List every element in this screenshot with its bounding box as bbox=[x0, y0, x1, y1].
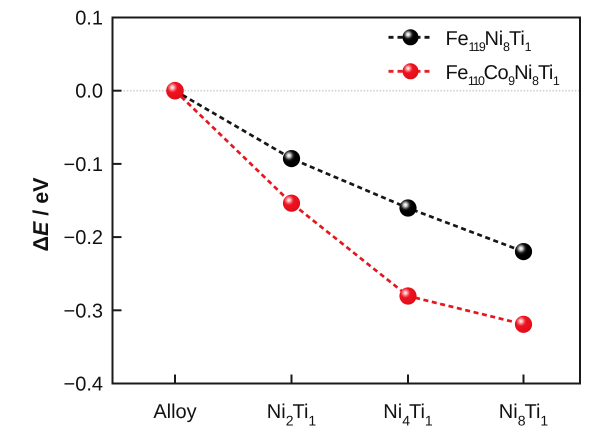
svg-text:0.1: 0.1 bbox=[75, 8, 103, 30]
svg-text:−0.1: −0.1 bbox=[64, 154, 103, 176]
svg-text:ΔE / eV: ΔE / eV bbox=[29, 177, 53, 252]
svg-text:−0.4: −0.4 bbox=[64, 374, 103, 396]
svg-text:Fe119Ni8Ti1: Fe119Ni8Ti1 bbox=[446, 28, 532, 54]
svg-text:0.0: 0.0 bbox=[75, 81, 103, 103]
svg-text:Ni4Ti1: Ni4Ti1 bbox=[383, 401, 433, 429]
svg-text:Alloy: Alloy bbox=[153, 401, 196, 423]
svg-text:Fe110Co9Ni8Ti1: Fe110Co9Ni8Ti1 bbox=[446, 62, 560, 88]
svg-text:−0.2: −0.2 bbox=[64, 227, 103, 249]
svg-text:Ni2Ti1: Ni2Ti1 bbox=[267, 401, 317, 429]
svg-text:−0.3: −0.3 bbox=[64, 300, 103, 322]
svg-text:Ni8Ti1: Ni8Ti1 bbox=[499, 401, 549, 429]
